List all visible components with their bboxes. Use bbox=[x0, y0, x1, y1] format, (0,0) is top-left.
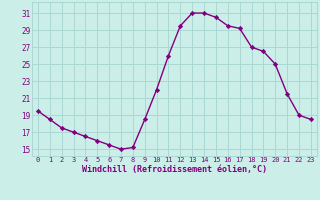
X-axis label: Windchill (Refroidissement éolien,°C): Windchill (Refroidissement éolien,°C) bbox=[82, 165, 267, 174]
